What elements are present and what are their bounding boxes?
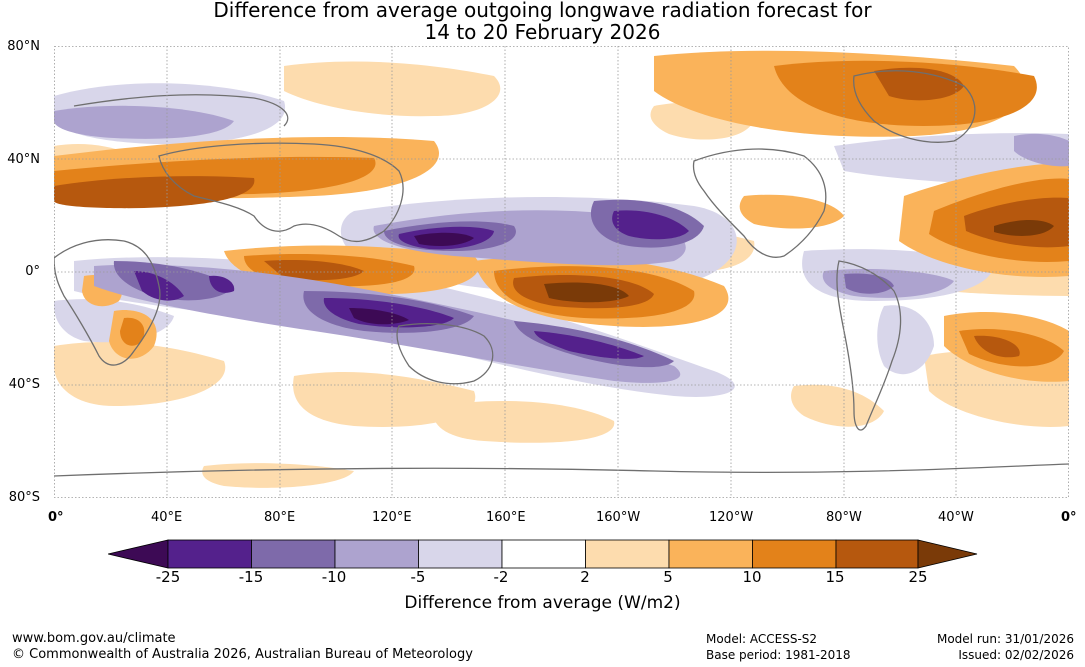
lon-label-40e: 40°E	[151, 510, 183, 525]
colorbar-tick: 5	[663, 568, 673, 586]
colorbar-label: Difference from average (W/m2)	[404, 593, 681, 613]
footer-issued: Issued: 02/02/2026	[958, 648, 1074, 662]
colorbar-swatch	[835, 539, 919, 569]
footer-copyright: © Commonwealth of Australia 2026, Austra…	[12, 647, 473, 662]
colorbar-swatch	[501, 539, 586, 569]
lat-label-80s: 80°S	[8, 490, 40, 505]
footer-website: www.bom.gov.au/climate	[12, 631, 176, 646]
colorbar-swatch	[668, 539, 753, 569]
colorbar-tick: 15	[825, 568, 845, 586]
map-title-line2: 14 to 20 February 2026	[424, 20, 661, 44]
footer-model-run: Model run: 31/01/2026	[936, 632, 1074, 646]
lon-label-40w: 40°W	[938, 510, 974, 525]
colorbar-swatch	[251, 539, 336, 569]
anomaly-deepest-purple-regions	[349, 232, 474, 325]
colorbar-swatch	[752, 539, 837, 569]
ocean-radiation-map	[54, 46, 1069, 498]
colorbar-tick: -2	[493, 568, 509, 586]
map-gridlines	[54, 46, 1069, 498]
map-title-line1: Difference from average outgoing longwav…	[213, 0, 872, 22]
lon-label-80e: 80°E	[264, 510, 296, 525]
footer-model: Model: ACCESS-S2	[706, 632, 818, 646]
colorbar-swatch	[334, 539, 419, 569]
colorbar-swatch	[585, 539, 670, 569]
lon-label-160e: 160°E	[486, 510, 526, 525]
lat-label-80n: 80°N	[7, 39, 40, 54]
lon-label-120w: 120°W	[709, 510, 754, 525]
colorbar-tick: -15	[238, 568, 264, 586]
colorbar-arrow-right	[917, 539, 978, 569]
anomaly-darkest-orange-regions	[544, 220, 1054, 303]
lon-label-80w: 80°W	[826, 510, 862, 525]
footer-base-period: Base period: 1981-2018	[706, 648, 851, 662]
lon-label-0-west: 0°	[48, 510, 64, 525]
colorbar	[108, 539, 978, 569]
colorbar-tick: 2	[580, 568, 590, 586]
anomaly-field	[54, 46, 1069, 498]
colorbar-tick: -10	[321, 568, 347, 586]
lat-label-0: 0°	[25, 264, 40, 279]
colorbar-tick: 25	[908, 568, 928, 586]
colorbar-tick: -25	[155, 568, 181, 586]
colorbar-arrow-left	[108, 539, 169, 569]
lon-label-120e: 120°E	[372, 510, 412, 525]
colorbar-tick: 10	[742, 568, 762, 586]
lat-label-40s: 40°S	[8, 377, 40, 392]
colorbar-swatch	[167, 539, 252, 569]
colorbar-tick: -5	[410, 568, 426, 586]
colorbar-swatch	[418, 539, 503, 569]
lon-label-0-east: 0°	[1061, 510, 1077, 525]
lon-label-160w: 160°W	[596, 510, 641, 525]
lat-label-40n: 40°N	[7, 152, 40, 167]
